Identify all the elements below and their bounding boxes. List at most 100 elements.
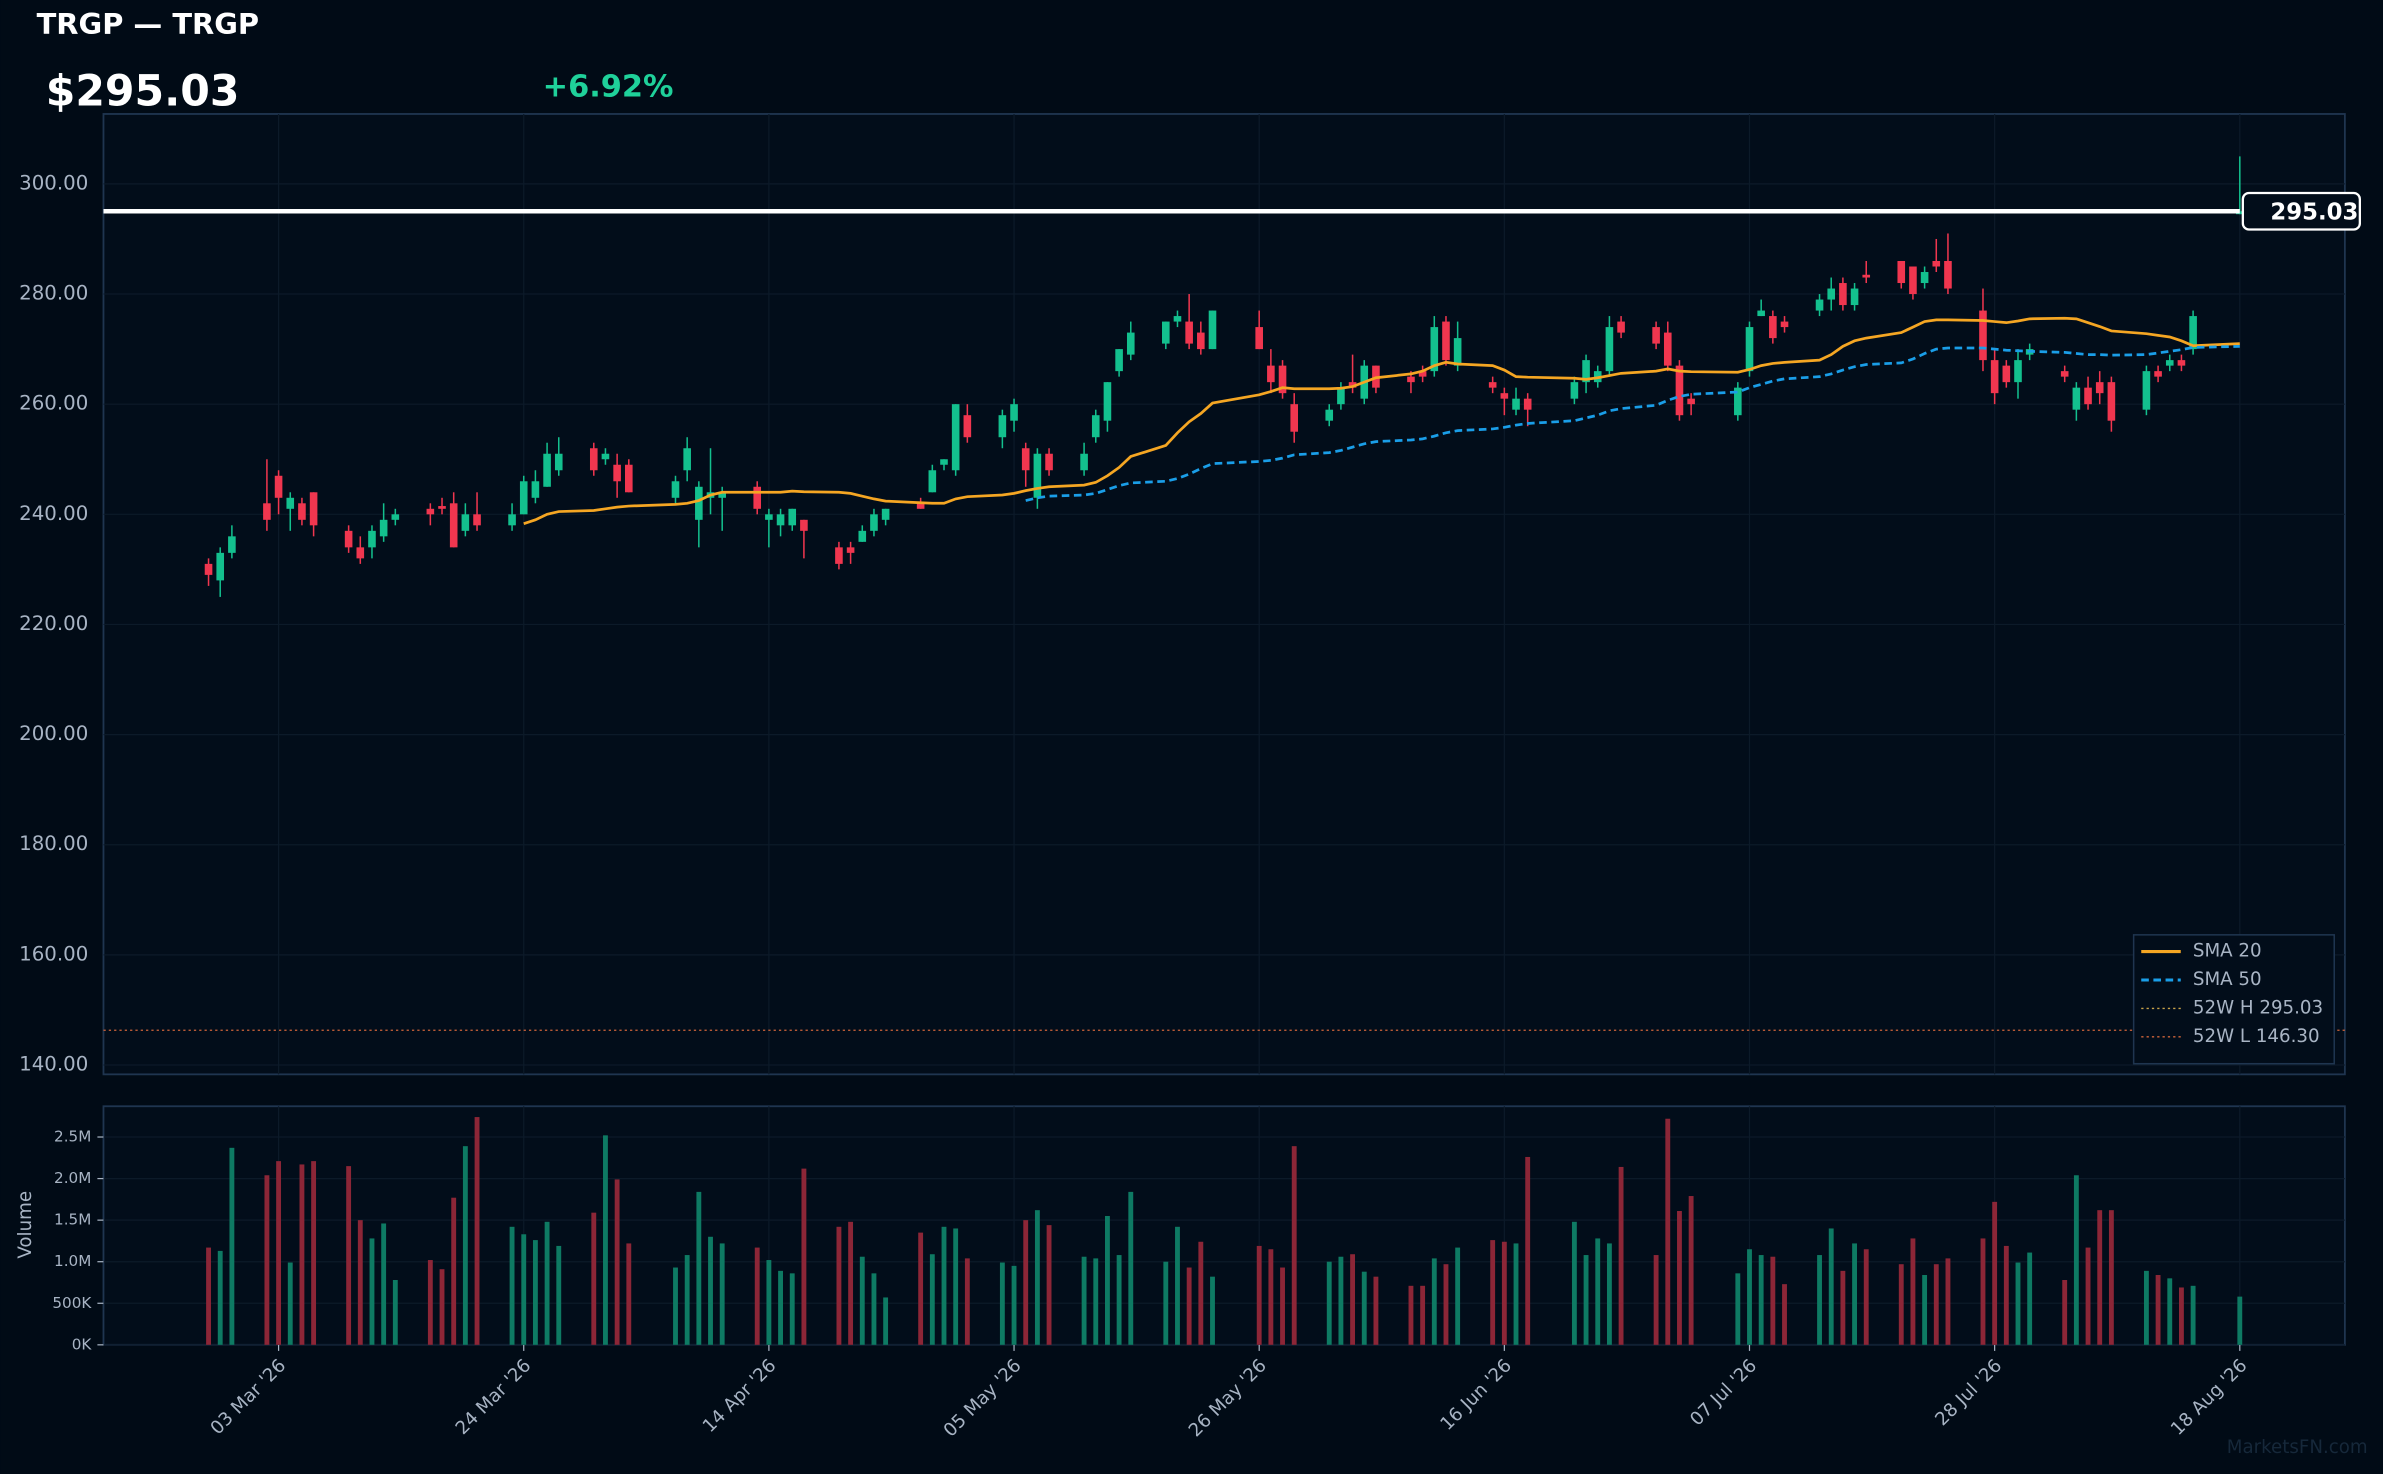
candle-body bbox=[438, 506, 446, 509]
candle-body bbox=[2154, 371, 2162, 377]
last-price-box bbox=[2241, 191, 2361, 231]
volume-bar bbox=[1291, 1146, 1297, 1345]
volume-bar bbox=[848, 1221, 854, 1345]
legend-label: 52W L 146.30 bbox=[2193, 1026, 2320, 1047]
candle-body bbox=[1687, 398, 1695, 405]
volume-bar bbox=[1863, 1249, 1869, 1345]
candle-body bbox=[1617, 321, 1625, 333]
candle-body bbox=[531, 481, 540, 498]
candle-body bbox=[1827, 288, 1836, 300]
volume-bar bbox=[392, 1279, 398, 1345]
volume-tick-label: 0K bbox=[72, 1335, 93, 1353]
volume-bar bbox=[2097, 1210, 2103, 1345]
candle-body bbox=[1523, 398, 1532, 410]
volume-bar bbox=[439, 1269, 445, 1345]
volume-bar bbox=[603, 1135, 608, 1345]
candle-body bbox=[928, 470, 937, 493]
candle-body bbox=[286, 497, 295, 509]
candle-body bbox=[1173, 316, 1182, 322]
candle-body bbox=[2177, 360, 2186, 366]
volume-bar bbox=[964, 1258, 970, 1345]
candle-body bbox=[1021, 448, 1030, 471]
candle-body bbox=[1850, 288, 1859, 306]
volume-bar bbox=[1350, 1254, 1356, 1345]
candle-body bbox=[2095, 382, 2104, 394]
volume-tick-label: 2.0M bbox=[54, 1169, 91, 1187]
candle-body bbox=[1103, 382, 1112, 421]
volume-bar bbox=[2155, 1275, 2161, 1345]
volume-bar bbox=[1256, 1245, 1262, 1345]
candle-body bbox=[379, 519, 388, 537]
volume-bar bbox=[1280, 1267, 1285, 1345]
candle-body bbox=[683, 448, 691, 471]
candle-body bbox=[2165, 360, 2174, 366]
volume-bar bbox=[2003, 1245, 2009, 1345]
volume-bar bbox=[766, 1260, 772, 1345]
candle-body bbox=[263, 503, 271, 520]
volume-bar bbox=[1011, 1265, 1017, 1345]
volume-bar bbox=[521, 1234, 527, 1345]
candle-body bbox=[356, 547, 365, 559]
volume-bar bbox=[1046, 1225, 1052, 1345]
volume-bar bbox=[836, 1226, 842, 1345]
volume-bar bbox=[1023, 1220, 1029, 1345]
y-tick-label: 280.00 bbox=[19, 282, 88, 305]
volume-bar bbox=[1186, 1267, 1192, 1345]
volume-bar bbox=[509, 1226, 515, 1345]
volume-bar bbox=[1093, 1258, 1099, 1345]
candle-body bbox=[1325, 409, 1334, 421]
candle-body bbox=[1080, 453, 1088, 471]
volume-bar bbox=[1116, 1255, 1122, 1345]
candle-body bbox=[1663, 332, 1672, 366]
volume-bar bbox=[381, 1223, 387, 1345]
volume-bar bbox=[474, 1117, 480, 1345]
candle-body bbox=[391, 514, 400, 520]
volume-bar bbox=[1852, 1243, 1857, 1345]
volume-bar bbox=[1828, 1228, 1834, 1345]
candle-body bbox=[2014, 360, 2022, 383]
volume-bar bbox=[544, 1221, 550, 1345]
volume-bar bbox=[2062, 1279, 2068, 1345]
candle-body bbox=[2142, 371, 2151, 410]
candle-body bbox=[671, 481, 680, 498]
candle-body bbox=[2107, 382, 2116, 421]
volume-tick-label: 1.5M bbox=[54, 1211, 91, 1229]
volume-bar bbox=[1782, 1284, 1787, 1345]
candle-body bbox=[274, 475, 283, 498]
legend: SMA 20 SMA 50 52W H 295.03 52W L 146.30 bbox=[2132, 934, 2335, 1065]
candle-body bbox=[753, 486, 762, 509]
candle-body bbox=[473, 514, 481, 526]
candle-body bbox=[870, 514, 878, 531]
candle-body bbox=[1010, 404, 1018, 421]
volume-bar bbox=[778, 1270, 783, 1345]
volume-bar bbox=[1210, 1276, 1215, 1345]
candle-body bbox=[765, 514, 773, 520]
watermark: MarketsFN.com bbox=[2227, 1437, 2368, 1458]
candle-body bbox=[1430, 327, 1439, 372]
volume-bar bbox=[276, 1161, 282, 1345]
volume-bar bbox=[369, 1238, 375, 1345]
candle-body bbox=[204, 563, 213, 575]
candle-body bbox=[1488, 382, 1497, 388]
candle-body bbox=[1675, 365, 1684, 416]
candle-body bbox=[1979, 310, 1987, 361]
volume-bar bbox=[1501, 1241, 1507, 1345]
legend-label: SMA 20 bbox=[2193, 941, 2262, 962]
candle-body bbox=[1815, 299, 1824, 311]
volume-bar bbox=[708, 1236, 713, 1345]
volume-bar bbox=[673, 1267, 678, 1345]
volume-bar bbox=[1735, 1273, 1741, 1345]
volume-bar bbox=[883, 1297, 889, 1345]
candle-body bbox=[916, 503, 925, 509]
volume-axis-label: Volume bbox=[15, 1191, 36, 1259]
volume-bar bbox=[1443, 1264, 1449, 1345]
volume-tick-label: 1.0M bbox=[54, 1252, 91, 1270]
y-tick-label: 200.00 bbox=[19, 722, 88, 745]
volume-bar bbox=[2073, 1175, 2079, 1345]
volume-bar bbox=[614, 1179, 620, 1345]
candle-body bbox=[1418, 371, 1427, 377]
volume-bar bbox=[1408, 1285, 1414, 1345]
y-tick-label: 260.00 bbox=[19, 392, 88, 415]
legend-box bbox=[2132, 934, 2335, 1065]
volume-bar bbox=[918, 1232, 924, 1345]
